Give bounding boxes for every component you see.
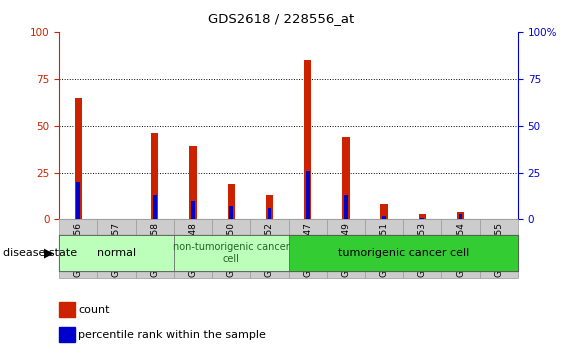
Text: GSM158656: GSM158656 <box>74 222 83 278</box>
Text: GSM158648: GSM158648 <box>189 222 198 277</box>
Text: GSM158649: GSM158649 <box>341 222 350 277</box>
Text: GSM158650: GSM158650 <box>227 222 236 278</box>
Text: GSM158647: GSM158647 <box>303 222 312 277</box>
Bar <box>229 206 233 219</box>
Text: GSM158655: GSM158655 <box>494 222 503 278</box>
Bar <box>59 219 97 278</box>
Bar <box>59 327 75 342</box>
Bar <box>174 235 288 271</box>
Bar <box>136 219 174 278</box>
Text: GSM158653: GSM158653 <box>418 222 427 278</box>
Text: disease state: disease state <box>3 248 77 258</box>
Bar <box>480 219 518 278</box>
Bar <box>251 219 288 278</box>
Bar <box>77 182 80 219</box>
Text: GSM158657: GSM158657 <box>112 222 121 278</box>
Bar <box>289 219 327 278</box>
Bar <box>267 208 271 219</box>
Bar <box>289 235 518 271</box>
Bar <box>227 184 235 219</box>
Bar <box>304 60 311 219</box>
Bar <box>212 219 251 278</box>
Bar <box>74 97 82 219</box>
Bar <box>306 171 310 219</box>
Bar <box>365 219 403 278</box>
Text: non-tumorigenic cancer
cell: non-tumorigenic cancer cell <box>173 242 289 264</box>
Text: percentile rank within the sample: percentile rank within the sample <box>78 330 266 339</box>
Bar <box>421 218 425 219</box>
Bar <box>403 219 441 278</box>
Bar <box>382 216 386 219</box>
Bar <box>191 201 195 219</box>
Bar <box>342 137 350 219</box>
Bar <box>153 195 157 219</box>
Text: GDS2618 / 228556_at: GDS2618 / 228556_at <box>208 12 355 25</box>
Bar <box>457 212 464 219</box>
Bar <box>151 133 158 219</box>
Bar <box>189 146 196 219</box>
Text: ▶: ▶ <box>44 247 53 259</box>
Bar <box>59 235 174 271</box>
Bar <box>419 214 426 219</box>
Bar <box>59 302 75 317</box>
Bar <box>266 195 273 219</box>
Bar <box>97 219 136 278</box>
Text: GSM158658: GSM158658 <box>150 222 159 278</box>
Bar <box>344 195 348 219</box>
Text: GSM158652: GSM158652 <box>265 222 274 277</box>
Text: count: count <box>78 305 110 315</box>
Bar <box>327 219 365 278</box>
Text: tumorigenic cancer cell: tumorigenic cancer cell <box>338 248 469 258</box>
Bar <box>441 219 480 278</box>
Bar <box>174 219 212 278</box>
Bar <box>459 214 462 219</box>
Text: normal: normal <box>97 248 136 258</box>
Text: GSM158654: GSM158654 <box>456 222 465 277</box>
Text: GSM158651: GSM158651 <box>379 222 388 278</box>
Bar <box>381 205 388 219</box>
